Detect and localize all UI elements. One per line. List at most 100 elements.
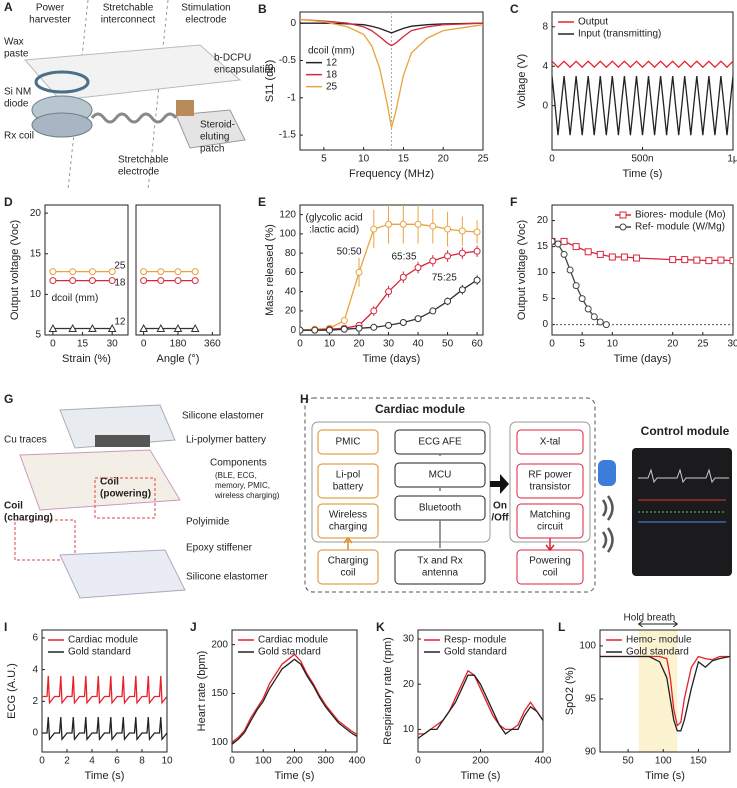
marker (620, 253, 628, 261)
diagram-label: Power (36, 3, 65, 14)
marker (140, 268, 148, 276)
x-tick-label: 6 (114, 756, 120, 767)
diagram-label: Silicone elastomer (182, 411, 264, 422)
marker (311, 326, 319, 334)
y-tick-label: 30 (403, 634, 415, 645)
block (394, 549, 486, 585)
marker (560, 250, 568, 258)
x-tick-label: 15 (398, 154, 410, 165)
marker (619, 211, 627, 219)
diagram-label: (charging) (4, 513, 53, 524)
diagram-label: interconnect (101, 15, 156, 26)
legend-label: Biores- module (Mo) (635, 210, 726, 221)
diagram-label: battery (333, 482, 364, 493)
diagram-label: Si NM (4, 87, 31, 98)
y-tick-label: 60 (285, 267, 297, 278)
x-tick-label: 200 (472, 756, 489, 767)
panel-label: C (510, 2, 519, 16)
y-axis-label: Heart rate (bpm) (196, 651, 208, 732)
series-line (232, 658, 357, 745)
x-axis-label: Time (s) (85, 770, 125, 782)
x-tick-label: 10 (324, 339, 336, 350)
annotation: 25 (114, 261, 126, 272)
panel-label: D (4, 195, 13, 209)
diagram-label: Stretchable (103, 3, 154, 14)
legend-label: Gold standard (626, 647, 689, 658)
chart: I 0 2 4 6 8 10 0 2 4 6 Time (s) ECG (A.U.) Cardiac mo… (4, 620, 173, 782)
module-frame (304, 397, 596, 593)
diagram-label: Wireless (329, 510, 367, 521)
legend-label: Cardiac module (258, 635, 328, 646)
marker (414, 315, 422, 323)
x-tick-label: 10 (161, 756, 173, 767)
panel-label: J (190, 620, 197, 634)
legend-label: Output (578, 17, 608, 28)
marker (88, 323, 97, 332)
chart: C 0 500n 1μ 0 4 8 Time (s) Voltage (V) OutputInpu… (510, 2, 737, 180)
marker (370, 323, 378, 331)
x-tick-label: 0 (141, 339, 147, 350)
diagram-label: Charging (328, 556, 369, 567)
coil (34, 70, 90, 94)
annotation: 18 (114, 278, 126, 289)
diagram-label: Wax (4, 37, 24, 48)
x-tick-label: 10 (607, 339, 619, 350)
legend-label: Ref- module (W/Mg) (635, 222, 725, 233)
x-tick-label: 200 (286, 756, 303, 767)
x-axis-label: Time (s) (275, 770, 315, 782)
series-line (552, 76, 733, 136)
y-tick-label: 200 (211, 639, 228, 650)
series-line (300, 18, 483, 128)
marker (326, 326, 334, 334)
diagram-label: PMIC (336, 437, 361, 448)
x-tick-label: 150 (690, 756, 707, 767)
x-tick-label: 100 (655, 756, 672, 767)
x-axis-label: Time (days) (363, 353, 421, 365)
marker (173, 323, 183, 332)
y-tick-label: -1.5 (279, 130, 297, 141)
diagram-label: Tx and Rx (417, 556, 463, 567)
marker (429, 307, 437, 315)
marker (414, 220, 422, 228)
marker (69, 277, 77, 285)
y-tick-label: 120 (279, 209, 296, 220)
x-tick-label: 1μ (727, 154, 737, 165)
marker (473, 247, 481, 255)
y-tick-label: 95 (585, 694, 597, 705)
x-tick-label: 50 (623, 756, 635, 767)
marker (473, 228, 481, 236)
marker (370, 307, 378, 315)
layer (59, 549, 186, 599)
y-axis-label: S11 (dB) (264, 60, 276, 103)
y-tick-label: 20 (403, 679, 415, 690)
diagram-label: Stretchable (118, 155, 169, 166)
x-tick-label: 25 (697, 339, 709, 350)
diagram-label: transistor (529, 482, 571, 493)
x-tick-label: 40 (413, 339, 425, 350)
block (516, 429, 584, 455)
marker (429, 222, 437, 230)
diagram-label: RF power (528, 470, 572, 481)
legend-label: 12 (326, 57, 338, 68)
coil-powering (94, 477, 156, 519)
annotation: dcoil (mm) (52, 293, 99, 304)
x-tick-label: 30 (107, 339, 119, 350)
marker (473, 276, 481, 284)
diagram-label: harvester (29, 15, 71, 26)
marker (608, 253, 616, 261)
chart: K 0 200 400 10 20 30 Time (s) Respiratory rate (… (376, 620, 552, 782)
diagram-label: electrode (118, 167, 160, 178)
diagram-label: (powering) (100, 489, 151, 500)
x-tick-label: 0 (229, 756, 235, 767)
series-line (42, 675, 167, 705)
x-axis-label: Angle (°) (157, 353, 200, 365)
series-line (300, 18, 483, 47)
x-tick-label: 5 (321, 154, 327, 165)
y-tick-label: 0 (290, 325, 296, 336)
marker (590, 313, 598, 321)
marker (717, 256, 725, 264)
marker (385, 321, 393, 329)
diagram-label: coil (340, 568, 355, 579)
x-tick-label: 0 (50, 339, 56, 350)
